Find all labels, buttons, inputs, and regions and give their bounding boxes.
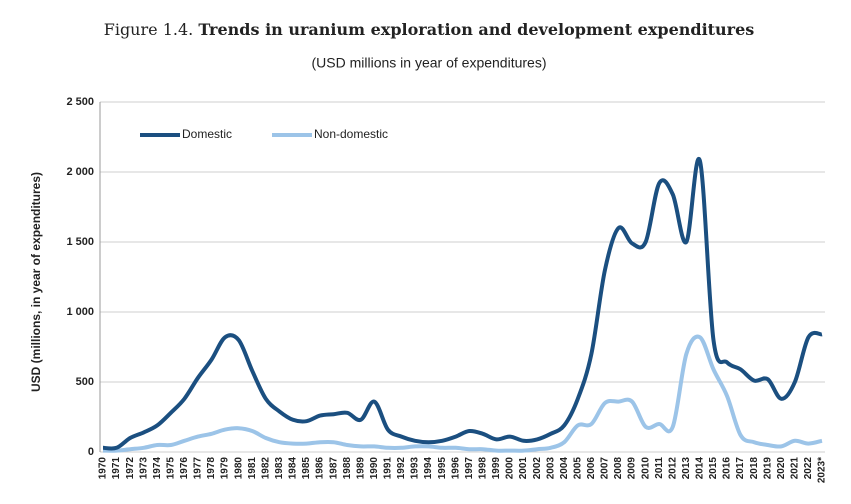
chart-heading: Figure 1.4. Trends in uranium exploratio…: [104, 20, 755, 39]
x-tick-label: 2009: [627, 457, 638, 480]
x-tick-label: 1980: [233, 457, 244, 480]
x-tick-label: 1996: [450, 457, 461, 480]
x-tick-label: 2018: [749, 457, 760, 480]
x-tick-label: 1975: [165, 457, 176, 480]
x-tick-label: 2021: [790, 457, 801, 480]
x-tick-label: 2010: [640, 457, 651, 480]
line-series: [102, 156, 823, 451]
chart-subtitle: (USD millions in year of expenditures): [312, 55, 547, 71]
x-tick-label: 1974: [152, 457, 163, 480]
y-axis-label: USD (millions, in year of expenditures): [29, 172, 43, 392]
x-tick-label: 2012: [667, 457, 678, 480]
figure-label: Figure 1.4.: [104, 20, 194, 39]
x-tick-label: 1988: [342, 457, 353, 480]
x-tick-label: 1997: [464, 457, 475, 480]
x-tick-label: 2014: [695, 457, 706, 480]
x-tick-label: 2019: [762, 457, 773, 480]
x-tick-label: 2022: [803, 457, 814, 480]
x-tick-label: 1984: [288, 457, 299, 480]
y-tick-label: 2 500: [66, 96, 94, 108]
x-tick-label: 2003: [545, 457, 556, 480]
x-tick-label: 1993: [410, 457, 421, 480]
x-tick-label: 2007: [600, 457, 611, 480]
x-tick-label: 2013: [681, 457, 692, 480]
x-tick-label: 1982: [260, 457, 271, 480]
x-tick-label: 1979: [220, 457, 231, 480]
x-tick-label: 1998: [477, 457, 488, 480]
x-tick-label: 1981: [247, 457, 258, 480]
x-tick-label: 1992: [396, 457, 407, 480]
x-tick-label: 2023*: [817, 457, 828, 483]
x-tick-label: 2017: [735, 457, 746, 480]
x-tick-label: 1970: [98, 457, 109, 480]
x-tick-label: 2020: [776, 457, 787, 480]
x-tick-label: 1995: [437, 457, 448, 480]
x-tick-label: 2016: [722, 457, 733, 480]
x-tick-label: 1972: [125, 457, 136, 480]
x-tick-label: 1976: [179, 457, 190, 480]
y-tick-label: 2 000: [66, 166, 94, 178]
y-tick-label: 1 500: [66, 236, 94, 248]
x-tick-label: 1985: [301, 457, 312, 480]
x-tick-label: 2005: [572, 457, 583, 480]
line-series: [102, 334, 823, 453]
x-tick-label: 1983: [274, 457, 285, 480]
x-tick-label: 1989: [355, 457, 366, 480]
chart-title: Trends in uranium exploration and develo…: [198, 20, 754, 39]
x-tick-label: 2011: [654, 457, 665, 479]
x-tick-label: 2001: [518, 457, 529, 480]
x-tick-label: 2002: [532, 457, 543, 480]
x-tick-label: 1973: [138, 457, 149, 480]
x-tick-label: 1986: [315, 457, 326, 480]
x-tick-label: 2008: [613, 457, 624, 480]
legend-label: Non-domestic: [314, 127, 388, 141]
x-tick-label: 1987: [328, 457, 339, 480]
x-tick-label: 2015: [708, 457, 719, 480]
x-tick-label: 1999: [491, 457, 502, 480]
x-tick-label: 2000: [505, 457, 516, 480]
x-tick-label: 1994: [423, 457, 434, 480]
x-tick-label: 1977: [193, 457, 204, 480]
y-tick-label: 1 000: [66, 306, 94, 318]
x-tick-label: 1991: [383, 457, 394, 480]
x-tick-label: 1971: [111, 457, 122, 480]
legend-label: Domestic: [182, 127, 232, 141]
y-tick-label: 500: [76, 376, 94, 388]
x-tick-label: 2006: [586, 457, 597, 480]
y-tick-label: 0: [88, 446, 94, 458]
x-tick-label: 2004: [559, 457, 570, 480]
x-tick-label: 1978: [206, 457, 217, 480]
x-tick-label: 1990: [369, 457, 380, 480]
